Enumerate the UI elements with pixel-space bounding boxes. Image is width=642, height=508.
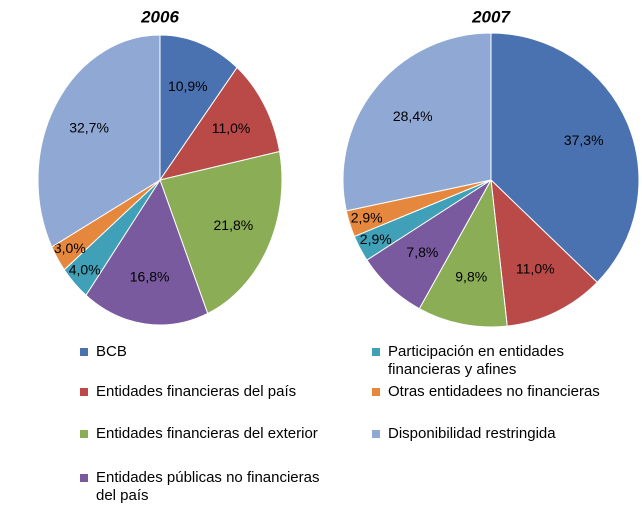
- legend-swatch: [372, 348, 380, 356]
- legend-label: Entidades financieras del exterior: [96, 425, 318, 442]
- data-label: 37,3%: [564, 132, 604, 148]
- data-label: 28,4%: [393, 108, 433, 124]
- data-label: 11,0%: [516, 260, 555, 276]
- legend-label: BCB: [96, 343, 127, 360]
- pie-title: 2006: [140, 7, 179, 26]
- data-label: 10,9%: [168, 78, 208, 94]
- data-label: 21,8%: [214, 217, 254, 233]
- legend-item: Entidades financieras del país: [80, 383, 326, 401]
- pie-slice: [85, 178, 209, 326]
- data-label: 7,8%: [406, 244, 438, 260]
- pie-slice: [342, 32, 492, 212]
- legend-item: Otras entidadees no financieras: [372, 383, 618, 401]
- legend-swatch: [80, 474, 88, 482]
- data-label: 16,8%: [130, 269, 170, 285]
- legend-item: Entidades públicas no financieras del pa…: [80, 469, 326, 505]
- pie-slice: [490, 32, 640, 284]
- pie-title: 2007: [471, 7, 511, 26]
- pie-slice: [37, 34, 161, 248]
- legend-label: Disponibilidad restringida: [388, 425, 556, 442]
- pie-slice: [490, 178, 598, 327]
- legend-label: Entidades públicas no financieras del pa…: [96, 469, 320, 504]
- legend-item: Entidades financieras del exterior: [80, 425, 326, 443]
- legend-item: Participación en entidades financieras y…: [372, 343, 618, 379]
- legend-swatch: [80, 430, 88, 438]
- data-label: 3,0%: [54, 240, 86, 256]
- legend-swatch: [372, 430, 380, 438]
- data-label: 2,9%: [360, 231, 392, 247]
- data-label: 32,7%: [69, 120, 109, 136]
- legend-item: BCB: [80, 343, 326, 361]
- data-label: 4,0%: [69, 262, 101, 278]
- pie-slice: [158, 66, 281, 181]
- legend-swatch: [80, 348, 88, 356]
- data-label: 11,0%: [212, 120, 251, 136]
- chart: 2006 10,9% 11,0% 21,8% 16,8% 4,0% 3,0% 32,7% 200…: [37, 7, 640, 328]
- legend-swatch: [372, 388, 380, 396]
- data-label: 2,9%: [351, 209, 383, 225]
- pie-slice: [418, 178, 508, 328]
- pie-slice: [159, 150, 283, 315]
- legend-label: Entidades financieras del país: [96, 383, 297, 400]
- legend-swatch: [80, 388, 88, 396]
- legend-item: Disponibilidad restringida: [372, 425, 618, 443]
- legend-label: Otras entidadees no financieras: [388, 383, 600, 400]
- data-label: 9,8%: [455, 269, 487, 285]
- pie-slice: [159, 34, 238, 182]
- legend-label: Participación en entidades financieras y…: [388, 343, 564, 378]
